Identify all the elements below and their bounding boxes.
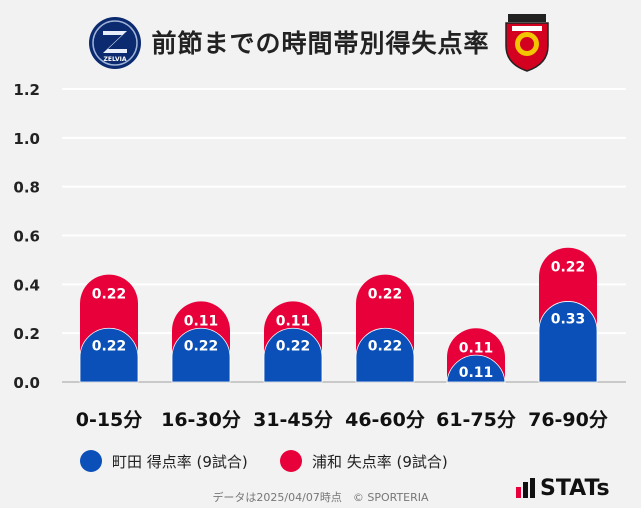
bar-segment-machida (355, 327, 415, 383)
data-label-machida: 0.22 (276, 338, 311, 354)
y-tick-label: 0.8 (13, 179, 40, 197)
x-tick-label: 46-60分 (345, 409, 425, 431)
data-label-urawa: 0.11 (184, 313, 219, 329)
y-tick-label: 0.4 (13, 276, 40, 294)
legend-swatch-red (280, 450, 302, 472)
x-tick-label: 76-90分 (528, 409, 608, 431)
data-label-machida: 0.22 (368, 338, 403, 354)
legend-swatch-blue (80, 450, 102, 472)
x-tick-label: 61-75分 (436, 409, 516, 431)
stats-bars-icon (516, 478, 535, 498)
legend-item-urawa: 浦和 失点率 (9試合) (280, 450, 448, 472)
data-label-machida: 0.11 (459, 365, 494, 381)
bar-segment-machida (79, 327, 139, 383)
stats-wordmark: STATs (540, 475, 610, 501)
y-tick-label: 0.2 (13, 325, 40, 343)
y-tick-label: 1.0 (13, 130, 40, 148)
bar-segment-machida (263, 327, 323, 383)
data-label-urawa: 0.11 (276, 313, 311, 329)
urawa-crest-icon (505, 14, 549, 72)
data-label-machida: 0.22 (92, 338, 127, 354)
data-label-urawa: 0.22 (551, 260, 586, 276)
stats-logo: STATs (516, 475, 610, 501)
data-label-urawa: 0.11 (459, 340, 494, 356)
data-label-urawa: 0.22 (368, 287, 403, 303)
data-label-urawa: 0.22 (92, 287, 127, 303)
y-tick-label: 1.2 (13, 81, 40, 99)
bar-segment-machida (446, 354, 506, 385)
bar-segment-machida (171, 327, 231, 383)
y-tick-label: 0.6 (13, 228, 40, 246)
legend-label-urawa: 浦和 失点率 (9試合) (312, 452, 448, 471)
legend-label-machida: 町田 得点率 (9試合) (112, 452, 248, 471)
bar-segment-machida (538, 301, 598, 383)
footer-note: データは2025/04/07時点 © SPORTERIA (212, 491, 429, 504)
x-tick-label: 31-45分 (253, 409, 333, 431)
x-tick-label: 0-15分 (76, 409, 143, 431)
stacked-bar-chart: 0.0 0.2 0.4 0.6 0.8 1.0 1.2 0.22 0.22 0-15分 0.22 0.… (13, 81, 626, 431)
y-tick-label: 0.0 (13, 374, 40, 392)
x-tick-label: 16-30分 (161, 409, 241, 431)
zelvia-emblem-icon: ZELVIA (89, 17, 141, 69)
svg-text:ZELVIA: ZELVIA (104, 56, 127, 63)
page-title: 前節までの時間帯別得失点率 (151, 29, 490, 58)
data-label-machida: 0.33 (551, 311, 586, 327)
data-label-machida: 0.22 (184, 338, 219, 354)
legend-item-machida: 町田 得点率 (9試合) (80, 450, 248, 472)
